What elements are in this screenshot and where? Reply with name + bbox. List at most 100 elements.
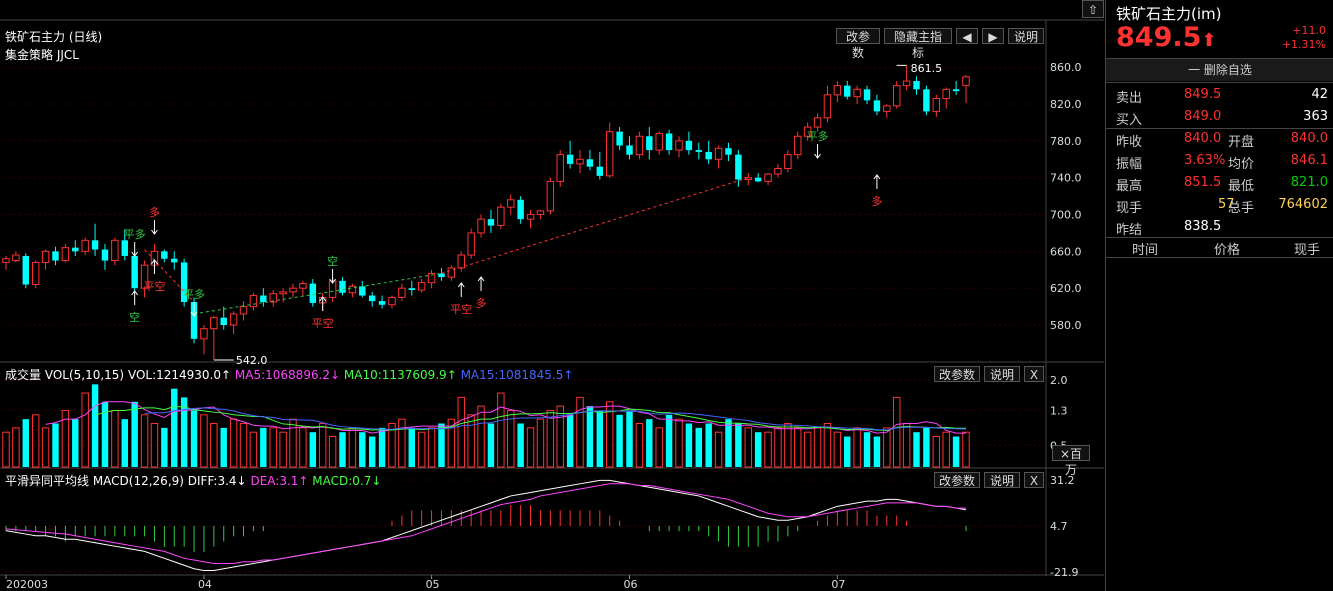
candle-body [675,140,683,151]
macd-panel-title: 平滑异同平均线 MACD(12,26,9) DIFF:3.4↓ DEA:3.1↑… [5,472,381,489]
volume-bar [803,431,812,468]
volume-bar [41,427,50,468]
candle-body [556,154,564,182]
volume-bar [140,414,149,468]
vol-ma15: MA15:1081845.5↑ [460,368,574,382]
volume-bar [714,431,723,468]
volume-bar [784,423,792,468]
signal-arrow-head [814,153,821,159]
volume-ma-line [45,401,966,434]
high-label: 最高 [1116,179,1143,194]
candle-body [91,240,99,250]
volume-bar [635,423,644,468]
candle-body [378,301,386,305]
open-price: 840.0 [1290,131,1328,146]
candle-body [635,135,644,156]
candle-body [705,151,712,160]
candle-body [467,232,475,256]
price-tick-label: 820.0 [1050,98,1082,111]
volume-bar [586,406,594,467]
volume-row: 现手 57 总手 764602 [1106,194,1333,216]
candle-body [388,296,396,306]
candle-body [368,295,376,302]
price-tick-label: 700.0 [1050,209,1082,222]
prev-button[interactable]: ◀ [956,28,978,44]
volume-bar [328,436,337,468]
volume-bar [566,414,574,467]
volume-bar [348,427,357,468]
volume-bar [725,419,732,467]
volume-bar [299,427,307,468]
help-button[interactable]: 说明 [1008,28,1044,44]
macd-help-button[interactable]: 说明 [984,472,1020,488]
volume-bar [576,396,584,468]
candle-body [863,89,871,101]
candle-body [140,264,149,289]
candle-body [61,247,70,262]
volume-bar [111,409,119,468]
volume-bar [398,418,406,468]
volume-unit-button[interactable]: ×百万 [1052,445,1090,477]
volume-bar [646,419,653,467]
strategy-label: 集金策略 JJCL [5,48,79,62]
sell-price: 849.5 [1184,87,1222,102]
macd-close-button[interactable]: X [1024,472,1044,488]
candle-body [497,206,505,227]
candle-body [932,98,941,112]
buy-volume: 363 [1303,109,1328,124]
vol-close-button[interactable]: X [1024,366,1044,382]
hide-indicator-button[interactable]: 隐藏主指标 [884,28,952,60]
kline-chart[interactable]: 860.0 820.0 780.0 740.0 700.0 660.0 620.0 580.0… [0,0,1104,591]
volume-bar [507,409,515,468]
volume-bar [467,414,475,468]
scroll-up-button[interactable]: ⇧ [1082,0,1104,18]
next-button[interactable]: ▶ [982,28,1004,44]
macd-dea-line [5,483,966,565]
volume-bar [626,410,633,467]
price-tick-label: 860.0 [1050,61,1082,74]
candle-body [586,159,594,167]
volume-panel-title: 成交量 VOL(5,10,15) VOL:1214930.0↑ MA5:1068… [5,366,573,383]
sell-volume: 42 [1311,87,1328,102]
time-tick-label: 04 [198,578,212,591]
prev-settle: 838.5 [1184,219,1222,234]
avg-price: 846.1 [1290,153,1328,168]
last-price: 849.5⬆ [1116,22,1217,53]
candle-body [923,89,930,112]
chart-area[interactable]: 860.0 820.0 780.0 740.0 700.0 660.0 620.0 580.0… [0,0,1104,591]
candle-body [72,247,79,252]
vol-edit-params-button[interactable]: 改参数 [934,366,980,382]
time-tick-label: 06 [624,578,638,591]
remove-watchlist-button[interactable]: 一 删除自选 [1106,59,1333,81]
macd-diff-line [5,479,967,571]
signal-arrow-head [151,229,158,235]
volume-bar [249,431,258,468]
trade-signal-label: 平多 [807,129,829,143]
candle-body [873,100,881,112]
vol-help-button[interactable]: 说明 [984,366,1020,382]
price-tick-label: 740.0 [1050,172,1082,185]
volume-bar [220,427,227,467]
candle-body [200,328,208,340]
volume-bar [774,427,782,468]
volume-bar [72,419,79,467]
candle-body [596,166,604,176]
candle-body [566,154,574,164]
volume-bar [932,436,941,468]
macd-dea: DEA:3.1↑ [250,474,309,488]
volume-bar [833,431,842,468]
macd-edit-params-button[interactable]: 改参数 [934,472,980,488]
volume-bar [477,405,485,468]
candle-body [260,295,267,302]
candle-body [279,291,287,295]
tick-header-volume: 现手 [1294,243,1321,258]
volume-ma-line [94,406,966,431]
signal-arrow-head [190,311,198,317]
high-low-row: 最高 851.5 最低 821.0 [1106,172,1333,194]
candle-body [210,317,218,330]
edit-params-button[interactable]: 改参数 [836,28,880,60]
volume-bar [61,409,70,468]
volume-bar [279,431,287,468]
candle-body [526,214,535,220]
volume-bar [665,414,673,467]
